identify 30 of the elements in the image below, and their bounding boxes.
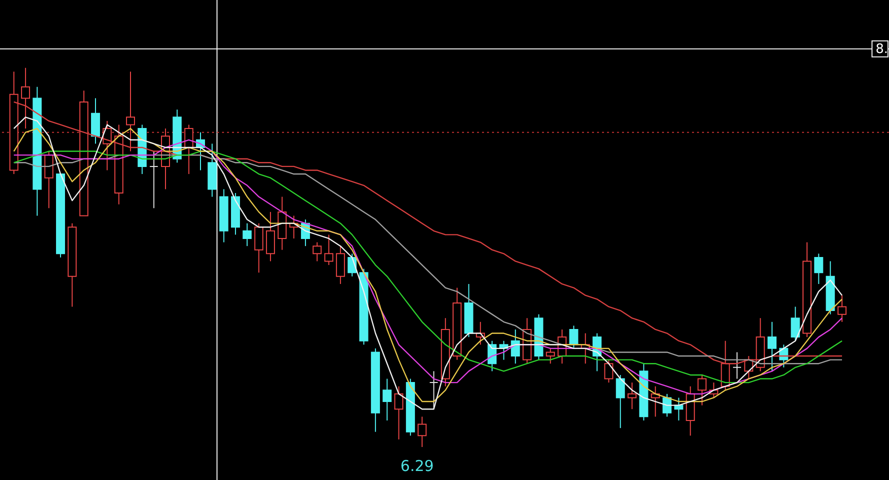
candlestick	[698, 374, 707, 406]
candlestick	[91, 98, 100, 144]
candlestick	[44, 150, 54, 209]
annotation: 6.29	[400, 457, 434, 476]
candlestick	[312, 242, 322, 262]
candlestick	[254, 222, 264, 274]
candlestick	[266, 211, 275, 262]
candlestick	[790, 306, 800, 342]
candlestick	[510, 328, 520, 364]
candlestick	[628, 382, 637, 410]
candlestick	[429, 370, 438, 410]
candlestick	[21, 67, 30, 130]
candlestick	[768, 321, 777, 372]
candlestick	[720, 340, 730, 391]
candlestick	[382, 378, 392, 421]
candlestick	[418, 416, 427, 448]
candlestick	[569, 325, 578, 349]
candlestick	[732, 352, 742, 380]
candlestick	[336, 246, 345, 284]
candlestick	[604, 359, 614, 384]
candlestick	[838, 294, 847, 322]
candlestick	[126, 71, 136, 152]
candlestick	[149, 150, 158, 209]
candlestick	[616, 374, 625, 429]
candlestick	[394, 386, 404, 440]
candlestick	[324, 234, 334, 266]
candlestick	[242, 222, 252, 247]
text: 8.	[876, 42, 888, 57]
candlestick	[546, 348, 555, 364]
candlestick	[814, 253, 824, 284]
